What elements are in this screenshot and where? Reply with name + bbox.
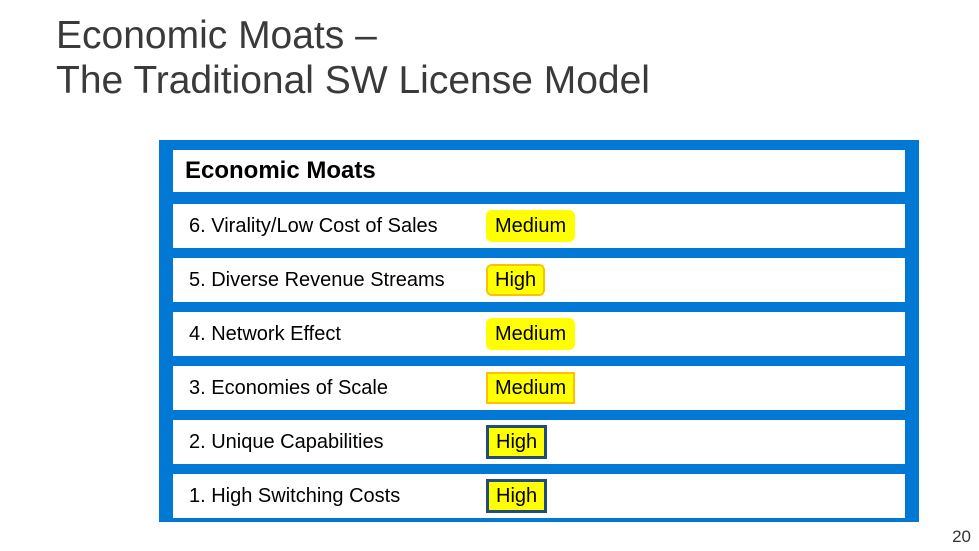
moat-row: 3. Economies of Scale Medium: [173, 366, 905, 410]
panel-header: Economic Moats: [173, 150, 905, 192]
page-number: 20: [952, 527, 971, 547]
rows-container: 6. Virality/Low Cost of Sales Medium 5. …: [173, 204, 905, 518]
slide-title: Economic Moats – The Traditional SW Lice…: [56, 14, 650, 104]
moat-label: 5. Diverse Revenue Streams: [173, 269, 445, 292]
moat-label: 2. Unique Capabilities: [173, 431, 384, 454]
moat-label: 3. Economies of Scale: [173, 377, 388, 400]
title-line-1: Economic Moats –: [56, 14, 377, 57]
moats-panel: Economic Moats 6. Virality/Low Cost of S…: [159, 140, 919, 522]
rating-badge: Medium: [486, 210, 575, 242]
rating-badge: High: [486, 264, 545, 296]
moat-label: 1. High Switching Costs: [173, 485, 400, 508]
moat-row: 6. Virality/Low Cost of Sales Medium: [173, 204, 905, 248]
rating-badge: High: [486, 425, 547, 459]
rating-badge: Medium: [486, 372, 575, 404]
moat-row: 4. Network Effect Medium: [173, 312, 905, 356]
rating-badge: Medium: [486, 318, 575, 350]
slide: Economic Moats – The Traditional SW Lice…: [0, 0, 979, 551]
moat-row: 1. High Switching Costs High: [173, 474, 905, 518]
moat-label: 4. Network Effect: [173, 323, 341, 346]
moat-row: 5. Diverse Revenue Streams High: [173, 258, 905, 302]
rating-badge: High: [486, 479, 547, 513]
moat-label: 6. Virality/Low Cost of Sales: [173, 215, 438, 238]
title-line-2: The Traditional SW License Model: [56, 59, 650, 102]
moat-row: 2. Unique Capabilities High: [173, 420, 905, 464]
